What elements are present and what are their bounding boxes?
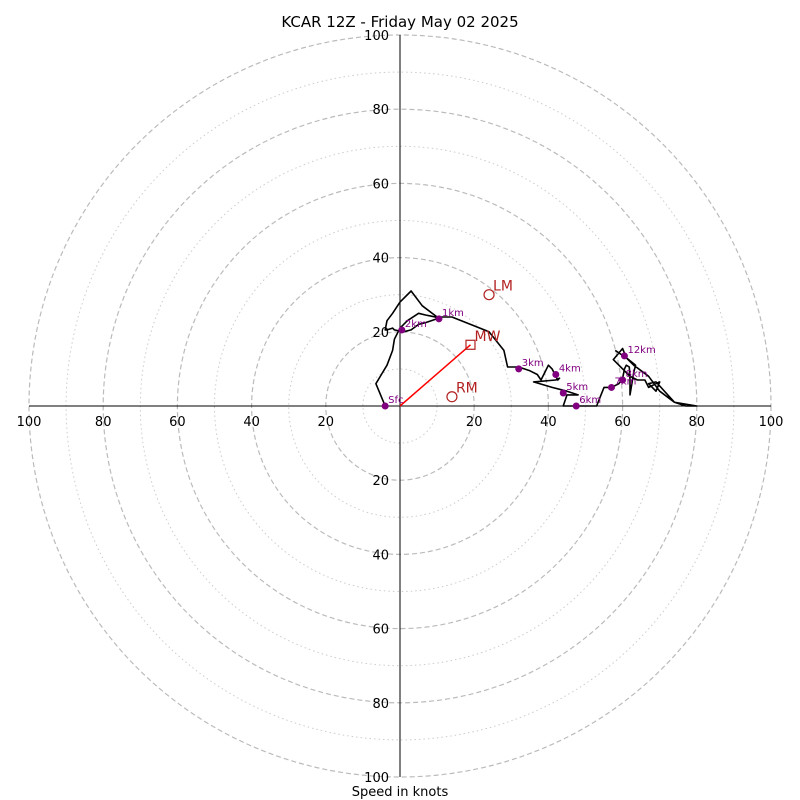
height-label-4km: 4km bbox=[559, 363, 581, 374]
x-axis-title: Speed in knots bbox=[352, 785, 449, 800]
mean-wind-vector bbox=[399, 344, 471, 407]
height-label-sfc: Sfc bbox=[388, 395, 403, 406]
tick-label-left: 60 bbox=[169, 415, 186, 430]
tick-label-top: 40 bbox=[372, 252, 389, 267]
tick-label-top: 80 bbox=[372, 103, 389, 118]
hodograph-trace bbox=[375, 290, 698, 407]
tick-label-right: 80 bbox=[689, 415, 706, 430]
rm-label: RM bbox=[456, 381, 478, 397]
height-label-8km: 8km bbox=[626, 369, 648, 380]
tick-label-bottom: 40 bbox=[372, 548, 389, 563]
tick-label-bottom: 60 bbox=[372, 623, 389, 638]
lm-label: LM bbox=[493, 279, 513, 295]
mw-label: MW bbox=[474, 329, 500, 345]
tick-label-left: 40 bbox=[243, 415, 260, 430]
height-marker-3km bbox=[515, 365, 523, 373]
tick-label-bottom: 100 bbox=[364, 771, 389, 786]
height-marker-2km bbox=[398, 326, 406, 334]
mw-marker bbox=[465, 339, 476, 350]
height-marker-4km bbox=[552, 370, 560, 378]
rm-marker bbox=[446, 391, 458, 403]
height-label-12km: 12km bbox=[627, 345, 655, 356]
height-marker-5km bbox=[559, 389, 567, 397]
height-label-1km: 1km bbox=[442, 308, 464, 319]
hodograph-line bbox=[375, 290, 698, 407]
height-marker-6km bbox=[572, 402, 580, 410]
tick-label-right: 20 bbox=[466, 415, 483, 430]
height-marker-8km bbox=[619, 376, 627, 384]
lm-marker bbox=[483, 289, 495, 301]
tick-label-bottom: 80 bbox=[372, 697, 389, 712]
height-label-5km: 5km bbox=[566, 382, 588, 393]
height-marker-7km bbox=[607, 383, 615, 391]
tick-label-left: 100 bbox=[17, 415, 42, 430]
height-label-3km: 3km bbox=[522, 358, 544, 369]
tick-label-left: 80 bbox=[95, 415, 112, 430]
tick-label-top: 20 bbox=[372, 326, 389, 341]
height-marker-12km bbox=[620, 352, 628, 360]
tick-label-top: 100 bbox=[364, 29, 389, 44]
tick-label-right: 60 bbox=[614, 415, 631, 430]
tick-label-right: 100 bbox=[759, 415, 784, 430]
tick-label-right: 40 bbox=[540, 415, 557, 430]
height-label-6km: 6km bbox=[579, 395, 601, 406]
height-marker-sfc bbox=[381, 402, 389, 410]
chart-title: KCAR 12Z - Friday May 02 2025 bbox=[281, 13, 518, 31]
height-marker-1km bbox=[435, 315, 443, 323]
storm-motions: LM MW RM bbox=[399, 279, 513, 407]
tick-label-top: 60 bbox=[372, 177, 389, 192]
tick-label-left: 20 bbox=[318, 415, 335, 430]
height-markers: Sfc1km2km3km4km5km6km7km8km12km bbox=[381, 308, 656, 410]
tick-label-bottom: 20 bbox=[372, 474, 389, 489]
height-label-2km: 2km bbox=[405, 319, 427, 330]
